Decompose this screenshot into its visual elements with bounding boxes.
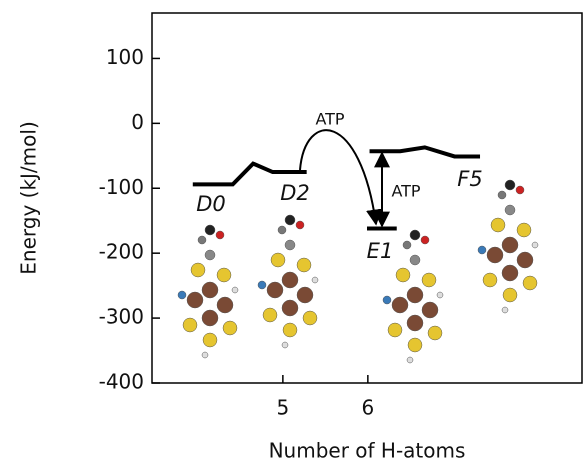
atom — [410, 255, 420, 265]
y-tick-label: -400 — [99, 370, 144, 394]
atom — [523, 276, 537, 290]
atom — [282, 300, 298, 316]
x-tick-label: 6 — [361, 396, 374, 420]
atom — [396, 268, 410, 282]
atom — [491, 218, 505, 232]
y-axis-label: Energy (kJ/mol) — [17, 121, 41, 274]
atom — [278, 226, 286, 234]
atom — [483, 273, 497, 287]
atom — [517, 252, 533, 268]
y-tick-label: -300 — [99, 305, 144, 329]
atom — [223, 321, 237, 335]
atom — [232, 287, 238, 293]
atom — [410, 230, 420, 240]
atom — [205, 225, 215, 235]
atom — [503, 288, 517, 302]
atom — [205, 250, 215, 260]
atom — [505, 180, 515, 190]
atom — [202, 310, 218, 326]
atom — [297, 258, 311, 272]
atp-label: ATP — [315, 110, 344, 129]
atom — [282, 272, 298, 288]
atom — [478, 246, 486, 254]
x-axis-label: Number of H-atoms — [269, 439, 466, 463]
atom — [502, 265, 518, 281]
atom — [437, 292, 443, 298]
atom — [312, 277, 318, 283]
energy-line — [370, 147, 480, 156]
atp-label: ATP — [391, 182, 420, 201]
state-label: F5 — [457, 167, 482, 191]
atom — [383, 296, 391, 304]
atom — [502, 237, 518, 253]
atom — [422, 302, 438, 318]
state-label: D0 — [196, 192, 226, 216]
atp-arrow — [300, 130, 376, 224]
atom — [403, 241, 411, 249]
atom — [203, 333, 217, 347]
atom — [296, 221, 304, 229]
atom — [517, 223, 531, 237]
atom — [516, 186, 524, 194]
atom — [532, 242, 538, 248]
atom — [408, 338, 422, 352]
atom — [283, 323, 297, 337]
atom — [487, 247, 503, 263]
atom — [191, 263, 205, 277]
atom — [502, 307, 508, 313]
atom — [421, 236, 429, 244]
atom — [297, 287, 313, 303]
molecule-images — [178, 180, 538, 363]
atom — [267, 282, 283, 298]
atom — [388, 323, 402, 337]
atom — [216, 231, 224, 239]
atom — [198, 236, 206, 244]
atom — [282, 342, 288, 348]
y-tick-label: 100 — [106, 45, 144, 69]
atom — [407, 357, 413, 363]
atom — [428, 326, 442, 340]
atom — [392, 297, 408, 313]
atom — [505, 205, 515, 215]
atom — [217, 297, 233, 313]
atom — [498, 191, 506, 199]
x-tick-label: 5 — [277, 396, 290, 420]
atom — [202, 282, 218, 298]
atom — [303, 311, 317, 325]
state-label: E1 — [367, 239, 394, 263]
atom — [407, 287, 423, 303]
atom — [178, 291, 186, 299]
atom — [263, 308, 277, 322]
y-tick-label: -100 — [99, 175, 144, 199]
atom — [422, 273, 436, 287]
atom — [183, 318, 197, 332]
atom — [285, 240, 295, 250]
atom — [407, 315, 423, 331]
atom — [202, 352, 208, 358]
chart: Energy (kJ/mol) Number of H-atoms D0 D2 … — [0, 0, 586, 466]
atom — [217, 268, 231, 282]
y-tick-label: 0 — [131, 110, 144, 134]
y-tick-label: -200 — [99, 240, 144, 264]
atom — [187, 292, 203, 308]
atom — [271, 253, 285, 267]
state-label: D2 — [280, 181, 310, 205]
atom — [258, 281, 266, 289]
atom — [285, 215, 295, 225]
